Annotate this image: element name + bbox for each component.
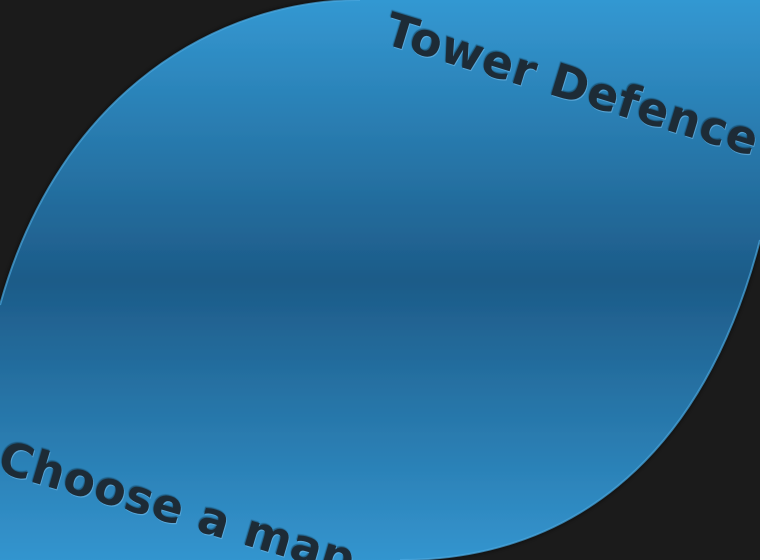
start-screen: Tower Defence Choose a map (0, 0, 760, 560)
